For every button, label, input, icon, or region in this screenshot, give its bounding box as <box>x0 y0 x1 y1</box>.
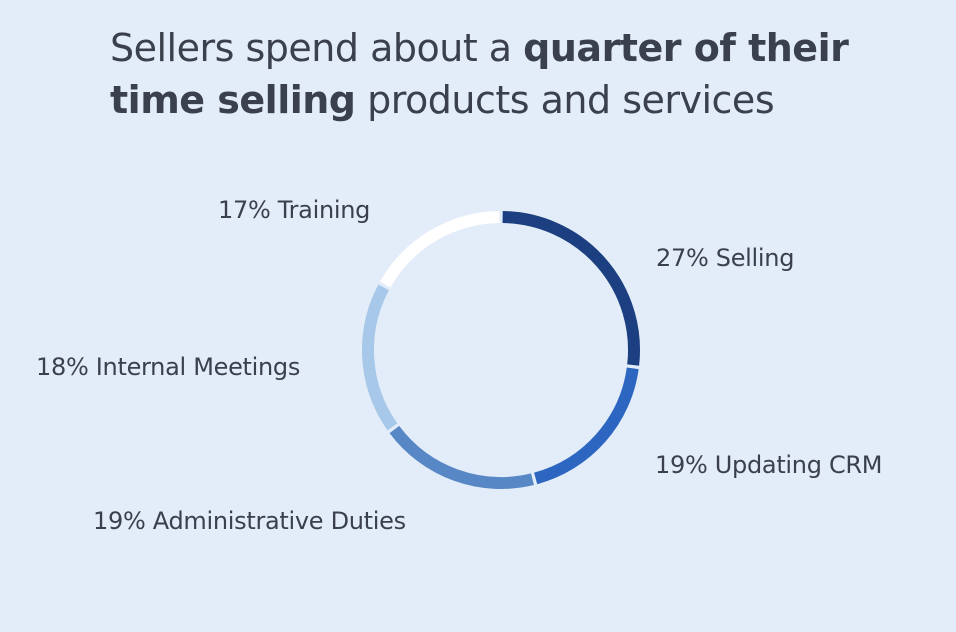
slice-updating-crm <box>534 367 639 485</box>
title-part: products and services <box>355 78 775 122</box>
label-administrative-duties: 19% Administrative Duties <box>93 507 406 535</box>
label-updating-crm: 19% Updating CRM <box>655 451 883 479</box>
title-part-bold: quarter of their time selling <box>110 26 849 122</box>
slice-administrative-duties <box>389 425 534 489</box>
slice-training <box>380 211 500 288</box>
slice-selling <box>502 211 640 366</box>
label-internal-meetings: 18% Internal Meetings <box>36 353 301 381</box>
title-part: Sellers spend about a <box>110 26 524 70</box>
chart-title: Sellers spend about a quarter of their t… <box>110 22 870 126</box>
slice-internal-meetings <box>362 284 398 431</box>
label-selling: 27% Selling <box>656 244 795 272</box>
label-training: 17% Training <box>218 196 371 224</box>
